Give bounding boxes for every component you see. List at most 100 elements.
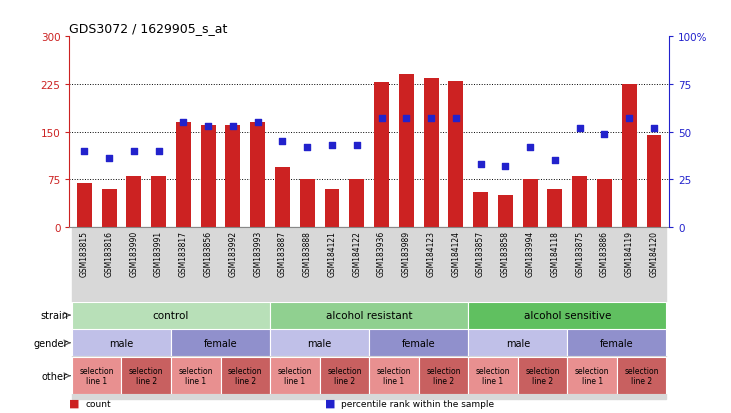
Bar [176,123,191,228]
Text: female: female [402,338,436,348]
Text: alcohol sensitive: alcohol sensitive [523,310,611,320]
Point [202,123,214,130]
Point [103,156,115,162]
Bar [121,228,146,399]
Bar [617,357,667,394]
Bar [344,228,369,399]
Point [450,116,462,122]
Point [153,148,164,155]
Bar [498,196,513,228]
Bar [72,228,96,399]
Bar [270,330,369,356]
Bar [448,82,463,228]
Bar [469,330,567,356]
Bar [399,75,414,228]
Bar [270,228,295,399]
Text: selection
line 2: selection line 2 [624,366,659,385]
Bar [642,228,667,399]
Point [376,116,387,122]
Bar [72,357,121,394]
Text: selection
line 1: selection line 1 [575,366,610,385]
Text: selection
line 1: selection line 1 [178,366,213,385]
Bar [473,192,488,228]
Text: alcohol resistant: alcohol resistant [326,310,412,320]
Point [227,123,239,130]
Point [624,116,635,122]
Bar [72,330,171,356]
Point [401,116,412,122]
Point [351,142,363,149]
Bar [622,85,637,228]
Bar [542,228,567,399]
Bar [171,357,221,394]
Bar [126,177,141,228]
Bar [201,126,216,228]
Bar [374,83,389,228]
Point [474,161,486,168]
Bar [96,228,121,399]
Bar [196,228,221,399]
Bar [349,180,364,228]
Text: female: female [204,338,238,348]
Text: ■: ■ [325,398,336,408]
Point [648,125,660,132]
Point [574,125,586,132]
Bar [171,330,270,356]
Bar [146,228,171,399]
Text: selection
line 1: selection line 1 [376,366,411,385]
Bar [572,177,587,228]
Bar [523,180,537,228]
Text: selection
line 2: selection line 2 [426,366,461,385]
Text: selection
line 1: selection line 1 [80,366,114,385]
Point [252,119,264,126]
Bar [567,228,592,399]
Bar [325,190,339,228]
Bar [469,302,667,329]
Bar [151,177,166,228]
Bar [597,180,612,228]
Bar [647,135,662,228]
Bar [221,357,270,394]
Point [326,142,338,149]
Point [599,131,610,138]
Bar [592,228,617,399]
Point [178,119,189,126]
Point [549,158,561,164]
Bar [270,302,469,329]
Text: percentile rank within the sample: percentile rank within the sample [341,399,494,408]
Text: selection
line 1: selection line 1 [476,366,510,385]
Text: selection
line 2: selection line 2 [129,366,164,385]
Bar [419,228,444,399]
Bar [469,228,493,399]
Text: ■: ■ [69,398,80,408]
Bar [369,228,394,399]
Point [301,144,313,151]
Bar [419,357,469,394]
Bar [518,357,567,394]
Bar [275,167,290,228]
Text: GDS3072 / 1629905_s_at: GDS3072 / 1629905_s_at [69,21,228,35]
Text: selection
line 1: selection line 1 [278,366,312,385]
Text: strain: strain [40,310,68,320]
Point [128,148,140,155]
Bar [250,123,265,228]
Bar [121,357,171,394]
Bar [300,180,314,228]
Text: selection
line 2: selection line 2 [228,366,262,385]
Text: female: female [600,338,634,348]
Bar [319,228,344,399]
Bar [444,228,469,399]
Bar [77,183,91,228]
Text: male: male [110,338,134,348]
Text: control: control [153,310,189,320]
Bar [221,228,246,399]
Text: male: male [308,338,332,348]
Bar [369,357,419,394]
Text: other: other [42,371,68,381]
Bar [270,357,319,394]
Bar [319,357,369,394]
Bar [518,228,542,399]
Bar [493,228,518,399]
Bar [369,330,469,356]
Bar [548,190,562,228]
